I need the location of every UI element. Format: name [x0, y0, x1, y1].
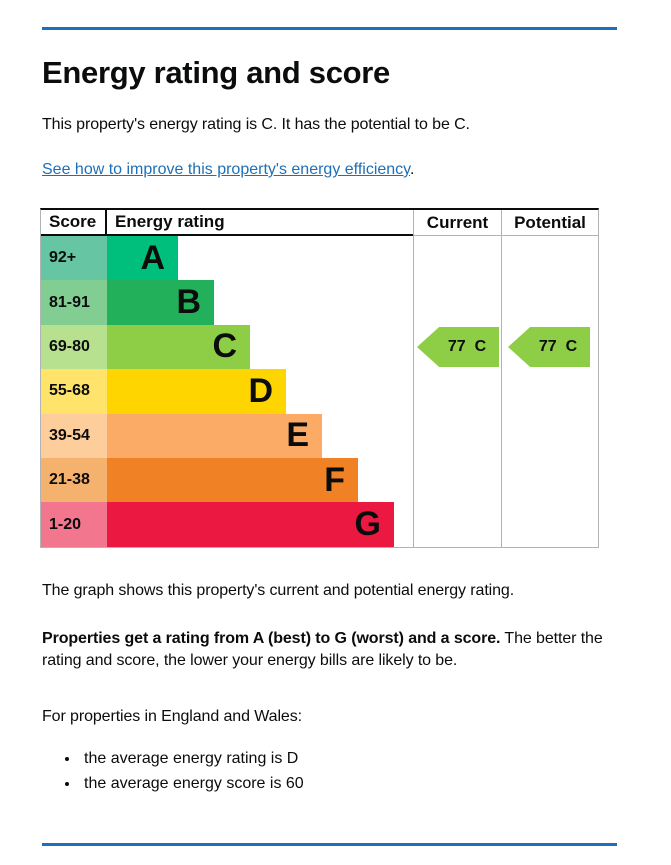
column-header-score: Score: [41, 210, 107, 236]
improve-link-period: .: [409, 161, 415, 178]
page-title: Energy rating and score: [42, 55, 390, 90]
band-bar-e: E: [107, 413, 322, 458]
band-bar-b: B: [107, 280, 214, 325]
current-band-letter: C: [474, 338, 487, 355]
rating-explainer-rest: The better the rating and score, the low…: [42, 629, 603, 669]
rating-explainer: Properties get a rating from A (best) to…: [42, 628, 617, 672]
potential-band-letter: C: [565, 338, 578, 355]
score-range-band-f: 21-38: [41, 457, 107, 503]
score-range-band-d: 55-68: [41, 369, 107, 414]
band-bar-f: F: [107, 457, 358, 503]
potential-score-value: 77: [538, 338, 557, 355]
score-range-band-c: 69-80: [41, 324, 107, 370]
potential-rating-column: 77 C: [501, 236, 598, 547]
improve-efficiency-link[interactable]: See how to improve this property's energ…: [42, 161, 410, 178]
column-header-potential: Potential: [501, 210, 598, 236]
epc-rating-chart: Score Energy rating Current Potential 92…: [40, 208, 599, 548]
score-range-band-b: 81-91: [41, 280, 107, 325]
potential-rating-arrow: 77 C: [508, 327, 590, 367]
improve-link-line: See how to improve this property's energ…: [42, 161, 617, 179]
column-header-current: Current: [413, 210, 501, 236]
rating-explainer-bold: Properties get a rating from A (best) to…: [42, 629, 501, 647]
score-range-band-a: 92+: [41, 236, 107, 281]
band-row-c: C: [107, 324, 413, 370]
graph-caption: The graph shows this property's current …: [42, 581, 515, 599]
band-row-d: D: [107, 369, 413, 414]
england-wales-heading: For properties in England and Wales:: [42, 707, 302, 725]
band-row-a: A: [107, 236, 413, 281]
band-row-g: G: [107, 502, 413, 547]
band-bar-c: C: [107, 324, 250, 370]
current-score-value: 77: [447, 338, 466, 355]
score-range-band-g: 1-20: [41, 502, 107, 547]
band-row-f: F: [107, 457, 413, 503]
average-rating-item: the average energy rating is D: [80, 748, 617, 770]
band-bar-a: A: [107, 236, 178, 281]
current-rating-column: 77 C: [413, 236, 501, 547]
band-row-e: E: [107, 413, 413, 458]
band-row-b: B: [107, 280, 413, 325]
averages-list: the average energy rating is D the avera…: [80, 748, 617, 795]
column-header-energy-rating: Energy rating: [107, 210, 413, 236]
bottom-divider: [42, 842, 617, 846]
current-rating-arrow: 77 C: [417, 327, 499, 367]
rating-summary-text: This property's energy rating is C. It h…: [42, 116, 470, 133]
top-divider: [42, 27, 617, 30]
band-bar-d: D: [107, 369, 286, 414]
band-bar-g: G: [107, 502, 394, 547]
average-score-item: the average energy score is 60: [80, 773, 617, 795]
score-range-band-e: 39-54: [41, 413, 107, 458]
